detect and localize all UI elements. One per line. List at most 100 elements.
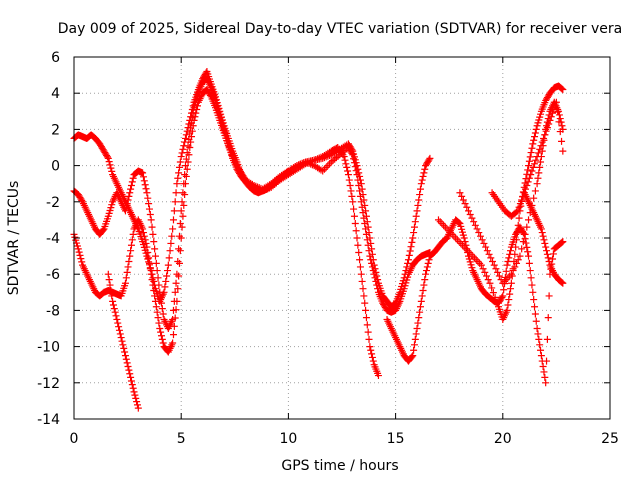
data-point — [78, 196, 86, 204]
data-point — [359, 285, 367, 293]
data-point — [130, 388, 138, 396]
data-point — [486, 279, 494, 287]
data-point — [156, 325, 164, 332]
data-point — [408, 353, 416, 361]
data-point — [354, 176, 362, 184]
data-point — [530, 136, 538, 144]
data-point — [179, 145, 187, 153]
data-point — [116, 330, 124, 338]
data-point — [424, 259, 432, 267]
data-point — [519, 238, 527, 246]
data-point — [193, 105, 201, 113]
data-point — [544, 254, 552, 262]
data-point — [178, 223, 186, 231]
data-point — [526, 153, 534, 161]
data-point — [120, 344, 128, 352]
data-point — [307, 160, 315, 168]
data-point — [490, 261, 498, 269]
data-point — [414, 201, 422, 209]
data-point — [514, 221, 522, 229]
data-point — [366, 252, 374, 260]
data-point — [111, 308, 119, 316]
data-point — [468, 214, 476, 222]
data-point — [556, 128, 564, 136]
data-point — [99, 226, 107, 234]
data-point — [179, 189, 187, 197]
data-point — [181, 191, 189, 199]
data-point — [534, 149, 542, 157]
data-point — [416, 303, 424, 311]
data-point — [349, 151, 357, 159]
data-point — [409, 352, 417, 360]
data-point — [417, 180, 425, 188]
data-point — [507, 247, 515, 255]
data-point — [514, 256, 522, 264]
data-point — [342, 160, 350, 168]
data-point — [167, 239, 175, 247]
x-tick-label: 20 — [494, 431, 512, 447]
y-tick-label: -14 — [37, 412, 60, 428]
data-point — [416, 185, 424, 193]
data-point — [133, 398, 141, 406]
data-point — [126, 189, 134, 197]
data-point — [356, 192, 364, 200]
data-point — [494, 268, 502, 276]
data-point — [466, 210, 474, 218]
data-point — [513, 236, 521, 244]
data-point — [119, 341, 127, 349]
data-point — [363, 236, 371, 244]
data-point — [172, 306, 180, 314]
data-point — [545, 258, 553, 266]
data-point — [423, 263, 431, 271]
data-point — [350, 159, 358, 167]
data-point — [409, 234, 417, 242]
data-point — [173, 270, 181, 278]
data-point — [350, 212, 358, 220]
data-point — [368, 353, 376, 361]
data-point — [472, 256, 480, 264]
data-point — [558, 238, 566, 246]
data-point — [77, 255, 85, 263]
data-points — [70, 67, 567, 412]
data-point — [370, 270, 378, 278]
data-point — [525, 252, 533, 260]
data-point — [410, 346, 418, 354]
data-point — [147, 270, 155, 278]
data-point — [519, 229, 527, 237]
data-point — [549, 250, 557, 258]
data-point — [537, 142, 545, 150]
data-point — [544, 314, 552, 322]
data-point — [132, 394, 140, 402]
data-point — [115, 326, 123, 334]
data-point — [295, 161, 303, 169]
data-point — [487, 254, 495, 262]
data-point — [169, 331, 177, 339]
y-axis-label: SDTVAR / TECUs — [6, 181, 22, 296]
data-point — [173, 180, 181, 188]
data-point — [157, 299, 165, 307]
data-point — [410, 229, 418, 237]
data-point — [187, 138, 195, 146]
data-point — [350, 155, 358, 163]
data-point — [344, 171, 352, 179]
data-point — [503, 306, 511, 314]
data-point — [157, 332, 165, 340]
data-point — [557, 239, 565, 247]
data-point — [516, 252, 524, 260]
data-point — [144, 194, 152, 202]
data-point — [537, 225, 545, 233]
data-point — [124, 263, 132, 271]
data-point — [133, 401, 141, 409]
data-point — [175, 259, 183, 267]
data-point — [162, 277, 170, 285]
data-point — [412, 330, 420, 338]
data-point — [346, 182, 354, 190]
x-tick-label: 5 — [177, 431, 186, 447]
data-point — [438, 220, 446, 228]
data-point — [420, 169, 428, 177]
data-point — [485, 250, 493, 258]
data-point — [425, 156, 433, 164]
data-point — [406, 247, 414, 255]
data-point — [527, 274, 535, 282]
data-point — [148, 223, 156, 231]
